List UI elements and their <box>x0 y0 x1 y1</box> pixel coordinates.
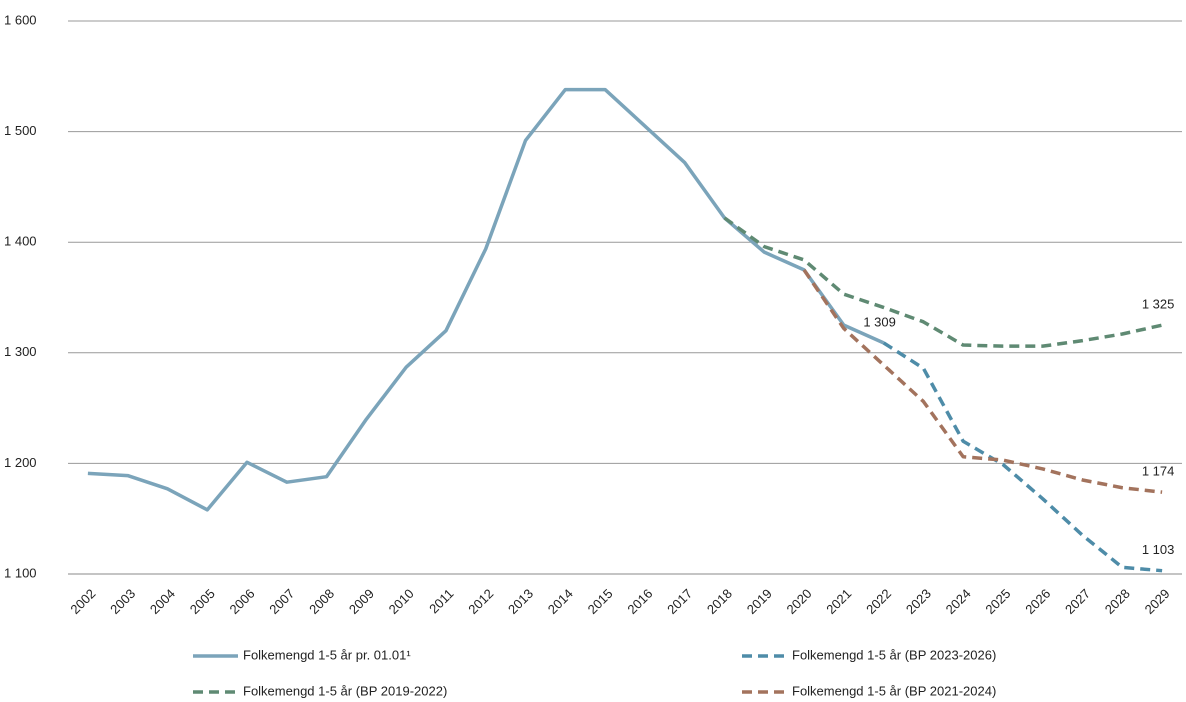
x-tick-label: 2024 <box>943 586 974 617</box>
x-tick-label: 2028 <box>1102 586 1133 617</box>
x-tick-label: 2025 <box>982 586 1013 617</box>
y-tick-label: 1 600 <box>4 12 37 27</box>
x-tick-label: 2027 <box>1062 586 1093 617</box>
y-tick-label: 1 400 <box>4 234 37 249</box>
x-tick-label: 2003 <box>107 586 138 617</box>
series-line <box>87 87 885 512</box>
x-tick-label: 2013 <box>505 586 536 617</box>
data-label: 1 309 <box>863 314 896 329</box>
x-tick-label: 2015 <box>585 586 616 617</box>
x-tick-label: 2026 <box>1022 586 1053 617</box>
x-tick-label: 2012 <box>465 586 496 617</box>
y-tick-label: 1 500 <box>4 123 37 138</box>
x-tick-label: 2021 <box>823 586 854 617</box>
x-tick-label: 2008 <box>306 586 337 617</box>
legend-label: Folkemengd 1-5 år (BP 2023-2026) <box>792 647 996 662</box>
x-tick-label: 2017 <box>664 586 695 617</box>
y-tick-label: 1 200 <box>4 455 37 470</box>
y-tick-label: 1 100 <box>4 565 37 580</box>
x-tick-label: 2004 <box>147 586 178 617</box>
series-line <box>802 268 1163 494</box>
x-tick-label: 2016 <box>624 586 655 617</box>
x-tick-label: 2022 <box>863 586 894 617</box>
x-tick-label: 2011 <box>426 586 456 616</box>
x-tick-label: 2007 <box>266 586 297 617</box>
legend-label: Folkemengd 1-5 år (BP 2021-2024) <box>792 683 996 698</box>
x-tick-label: 2029 <box>1142 586 1173 617</box>
x-tick-label: 2002 <box>67 586 98 617</box>
data-label: 1 103 <box>1142 542 1175 557</box>
x-tick-label: 2014 <box>545 586 576 617</box>
legend-label: Folkemengd 1-5 år pr. 01.01¹ <box>243 647 411 662</box>
x-tick-label: 2020 <box>784 586 815 617</box>
legend-label: Folkemengd 1-5 år (BP 2019-2022) <box>243 683 447 698</box>
x-tick-label: 2006 <box>227 586 258 617</box>
data-label: 1 325 <box>1142 297 1175 312</box>
series-line <box>723 216 1163 348</box>
x-tick-label: 2018 <box>704 586 735 617</box>
x-tick-label: 2009 <box>346 586 377 617</box>
data-label: 1 174 <box>1142 464 1175 479</box>
x-tick-label: 2023 <box>903 586 934 617</box>
y-tick-label: 1 300 <box>4 344 37 359</box>
x-tick-label: 2010 <box>386 586 417 617</box>
x-tick-label: 2005 <box>187 586 218 617</box>
series-line <box>882 341 1163 573</box>
x-tick-label: 2019 <box>744 586 775 617</box>
